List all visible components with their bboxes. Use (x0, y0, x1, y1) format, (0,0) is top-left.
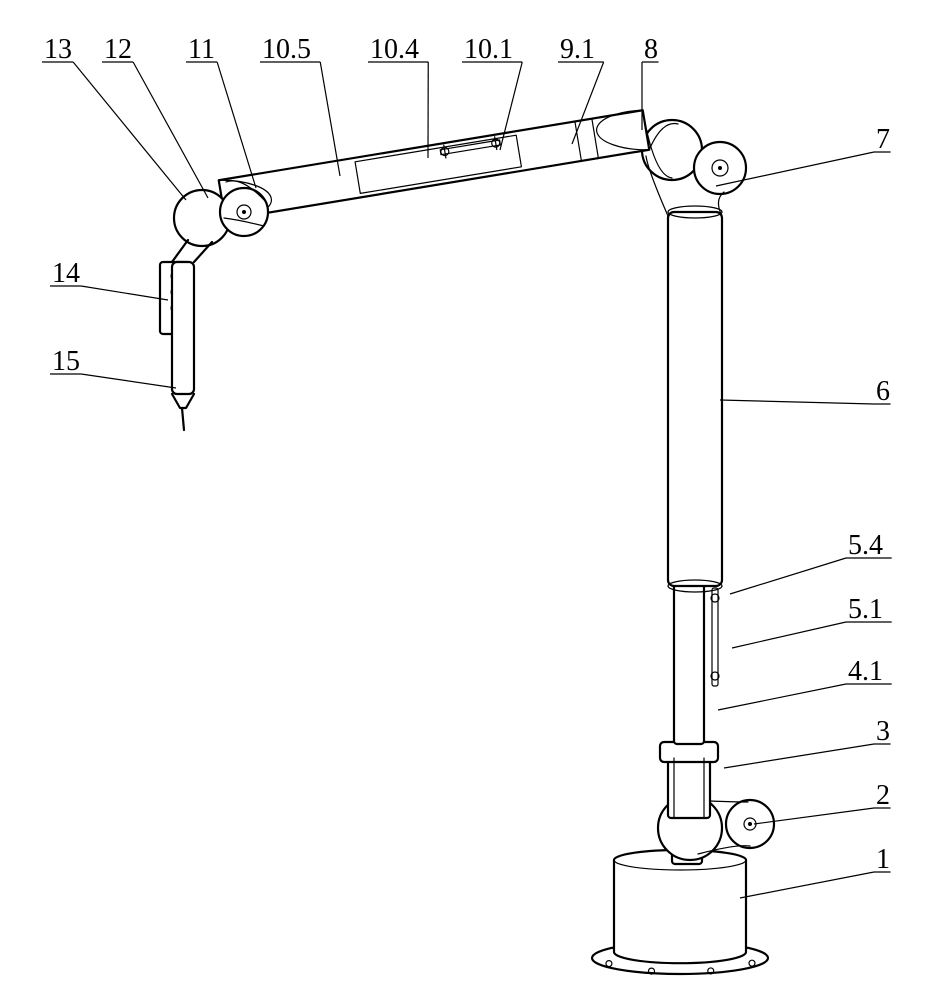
callout-label-l11: 11 (188, 34, 215, 65)
leader-line (732, 622, 846, 648)
diagram-canvas: 13 12 11 10.5 10.4 10.1 9.1 8 7 6 5.4 5.1 4.1 3 2 1 14 15 (0, 0, 950, 1000)
callout-label-l10_5: 10.5 (262, 34, 311, 65)
callout-label-l3: 3 (876, 716, 890, 747)
callout-label-l6: 6 (876, 376, 890, 407)
leader-line (133, 62, 208, 198)
leader-line (320, 62, 340, 176)
callout-label-l4_1: 4.1 (848, 656, 883, 687)
leader-line (81, 374, 176, 388)
callout-label-l15: 15 (52, 346, 80, 377)
callout-label-l13: 13 (44, 34, 72, 65)
callout-label-l7: 7 (876, 124, 890, 155)
leader-line (81, 286, 168, 300)
callout-label-l12: 12 (104, 34, 132, 65)
callout-label-l10_1: 10.1 (464, 34, 513, 65)
callout-label-l1: 1 (876, 844, 890, 875)
callout-label-l10_4: 10.4 (370, 34, 419, 65)
callout-label-l8: 8 (644, 34, 658, 65)
callout-label-l9_1: 9.1 (560, 34, 595, 65)
leader-line (730, 558, 846, 594)
leader-line (73, 62, 186, 200)
leader-line (217, 62, 256, 188)
leader-line (724, 744, 874, 768)
callout-label-l5_1: 5.1 (848, 594, 883, 625)
leader-line (720, 400, 874, 404)
callout-label-l14: 14 (52, 258, 80, 289)
leader-line (718, 684, 846, 710)
leader-line (740, 872, 874, 898)
callout-label-l5_4: 5.4 (848, 530, 883, 561)
callout-label-l2: 2 (876, 780, 890, 811)
